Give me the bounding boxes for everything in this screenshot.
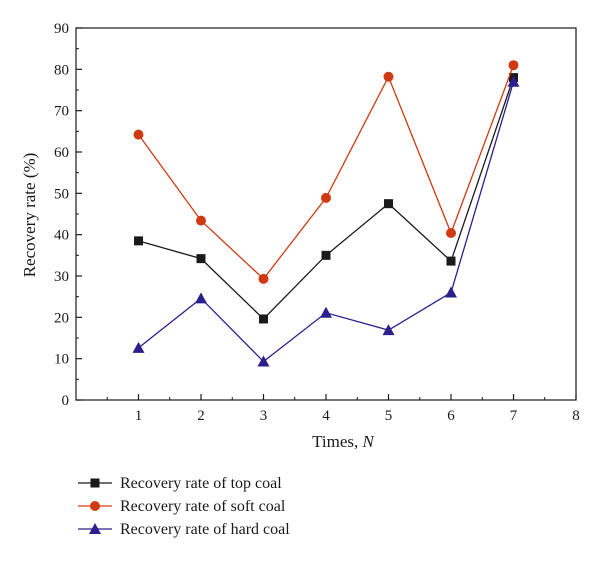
y-tick-label: 20 [54,310,69,326]
data-point [383,71,394,82]
series-line [138,81,515,363]
plot-frame [75,27,577,401]
legend-marker [90,501,100,511]
data-point [446,228,456,239]
y-tick-label: 90 [54,21,69,37]
data-point [195,292,207,304]
data-point [196,215,206,226]
x-tick-label: 4 [322,408,330,424]
data-point [133,129,144,140]
x-axis-title: Times, N [312,432,375,451]
data-point [320,306,332,318]
x-tick-label: 5 [385,408,393,424]
data-point [321,192,331,203]
series-line [137,64,515,280]
legend-label: Recovery rate of hard coal [120,521,290,538]
data-point [445,286,457,298]
y-tick-label: 70 [54,104,69,120]
x-tick-label: 6 [447,408,455,424]
legend-marker [89,523,101,534]
y-tick-label: 30 [54,269,69,285]
series-circle [133,60,519,284]
data-point [384,199,393,209]
x-axis-title-text: Times, [312,432,362,451]
series-layer [132,60,520,367]
y-axis-title: Recovery rate (%) [20,153,39,278]
legend-item: Recovery rate of top coal [78,475,282,492]
y-tick-label: 40 [54,228,69,244]
x-tick-label: 3 [260,408,268,424]
data-point [382,324,395,336]
data-point [321,250,331,260]
legend-label: Recovery rate of top coal [120,475,282,492]
y-tick-label: 60 [54,145,69,161]
legend-marker [90,478,100,488]
data-point [508,60,519,71]
data-point [196,254,206,264]
axes [75,27,577,401]
data-point [446,256,456,266]
x-tick-label: 2 [197,408,205,424]
y-tick-label: 0 [62,393,70,409]
y-tick-label: 50 [54,186,69,202]
legend-item: Recovery rate of soft coal [78,498,286,515]
data-point [258,273,269,284]
x-tick-label: 7 [510,408,518,424]
series-triangle [132,75,520,367]
y-tick-label: 10 [54,352,69,368]
y-tick-label: 80 [54,62,69,78]
data-point [132,341,145,353]
data-point [257,355,270,367]
ticks: 0 10 20 30 40 50 60 70 80 90 1 2 3 4 5 6 7 8 [54,21,580,424]
x-tick-label: 8 [572,408,580,424]
x-tick-label: 1 [135,408,143,424]
x-axis-title-variable: N [362,432,376,451]
data-point [507,75,520,87]
legend-item: Recovery rate of hard coal [78,521,290,538]
legend-label: Recovery rate of soft coal [120,498,286,515]
data-point [259,314,268,324]
legend: Recovery rate of top coal Recovery rate o… [78,475,290,538]
data-point [134,236,143,246]
